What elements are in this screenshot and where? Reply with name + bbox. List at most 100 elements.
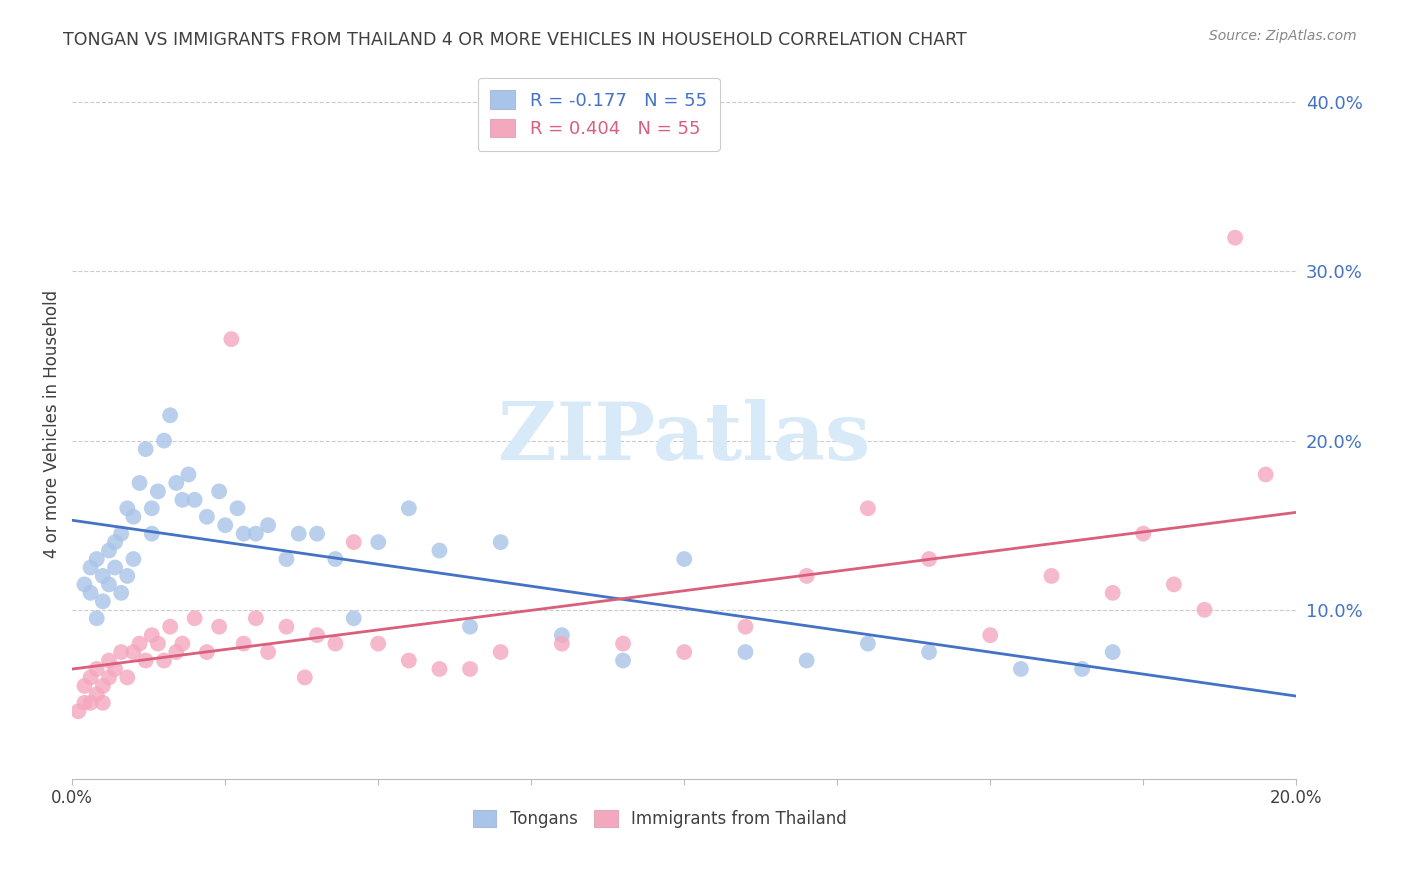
Point <box>110 586 132 600</box>
Point <box>165 475 187 490</box>
Text: TONGAN VS IMMIGRANTS FROM THAILAND 4 OR MORE VEHICLES IN HOUSEHOLD CORRELATION C: TONGAN VS IMMIGRANTS FROM THAILAND 4 OR … <box>63 31 967 49</box>
Point <box>734 645 756 659</box>
Y-axis label: 4 or more Vehicles in Household: 4 or more Vehicles in Household <box>44 290 60 558</box>
Point <box>221 332 243 346</box>
Point <box>398 501 420 516</box>
Point <box>232 637 254 651</box>
Point <box>673 552 696 566</box>
Point <box>429 662 451 676</box>
Point <box>257 645 280 659</box>
Point <box>612 653 634 667</box>
Point <box>122 509 145 524</box>
Point <box>1101 586 1123 600</box>
Point <box>305 526 328 541</box>
Point <box>276 620 298 634</box>
Point <box>159 409 181 423</box>
Point <box>165 645 187 659</box>
Point <box>67 704 90 718</box>
Point <box>489 535 512 549</box>
Text: ZIPatlas: ZIPatlas <box>498 399 870 477</box>
Text: Source: ZipAtlas.com: Source: ZipAtlas.com <box>1209 29 1357 43</box>
Point <box>343 611 366 625</box>
Point <box>128 637 150 651</box>
Point <box>172 637 194 651</box>
Point <box>208 620 231 634</box>
Point <box>734 620 756 634</box>
Point <box>135 442 157 456</box>
Point <box>429 543 451 558</box>
Point <box>91 569 114 583</box>
Point <box>97 577 120 591</box>
Point <box>1010 662 1032 676</box>
Point <box>73 679 96 693</box>
Point <box>117 670 139 684</box>
Point <box>141 628 163 642</box>
Point <box>122 645 145 659</box>
Point <box>1163 577 1185 591</box>
Point <box>91 696 114 710</box>
Point <box>226 501 249 516</box>
Point <box>110 526 132 541</box>
Point <box>153 653 176 667</box>
Point <box>294 670 316 684</box>
Point <box>979 628 1001 642</box>
Point <box>367 535 389 549</box>
Point <box>73 577 96 591</box>
Point <box>195 509 218 524</box>
Point <box>1040 569 1063 583</box>
Point <box>276 552 298 566</box>
Legend: Tongans, Immigrants from Thailand: Tongans, Immigrants from Thailand <box>467 803 853 835</box>
Point <box>1101 645 1123 659</box>
Point <box>1254 467 1277 482</box>
Point <box>551 637 574 651</box>
Point <box>551 628 574 642</box>
Point <box>104 535 127 549</box>
Point <box>159 620 181 634</box>
Point <box>117 501 139 516</box>
Point <box>796 653 818 667</box>
Point <box>245 526 267 541</box>
Point <box>673 645 696 659</box>
Point <box>122 552 145 566</box>
Point <box>117 569 139 583</box>
Point <box>79 586 101 600</box>
Point <box>97 543 120 558</box>
Point <box>91 679 114 693</box>
Point <box>489 645 512 659</box>
Point <box>79 560 101 574</box>
Point <box>86 687 108 701</box>
Point <box>195 645 218 659</box>
Point <box>1223 230 1246 244</box>
Point <box>257 518 280 533</box>
Point <box>110 645 132 659</box>
Point <box>86 662 108 676</box>
Point <box>86 611 108 625</box>
Point <box>135 653 157 667</box>
Point <box>97 670 120 684</box>
Point <box>305 628 328 642</box>
Point <box>141 501 163 516</box>
Point <box>177 467 200 482</box>
Point <box>856 637 879 651</box>
Point <box>325 637 347 651</box>
Point <box>183 611 205 625</box>
Point <box>208 484 231 499</box>
Point <box>1071 662 1094 676</box>
Point <box>128 475 150 490</box>
Point <box>918 552 941 566</box>
Point <box>79 670 101 684</box>
Point <box>146 637 169 651</box>
Point <box>796 569 818 583</box>
Point <box>141 526 163 541</box>
Point <box>172 492 194 507</box>
Point <box>367 637 389 651</box>
Point <box>325 552 347 566</box>
Point <box>245 611 267 625</box>
Point <box>398 653 420 667</box>
Point <box>287 526 309 541</box>
Point <box>97 653 120 667</box>
Point <box>104 560 127 574</box>
Point <box>86 552 108 566</box>
Point <box>183 492 205 507</box>
Point <box>146 484 169 499</box>
